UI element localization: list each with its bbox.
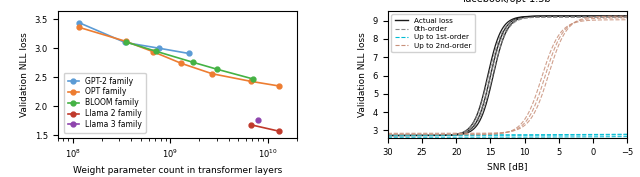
Llama 2 family xyxy=(275,130,282,132)
BLOOM family xyxy=(189,61,196,63)
BLOOM family xyxy=(249,78,257,80)
Line: BLOOM family: BLOOM family xyxy=(124,39,255,81)
X-axis label: SNR [dB]: SNR [dB] xyxy=(487,162,528,171)
GPT-2 family xyxy=(185,52,193,55)
Line: GPT-2 family: GPT-2 family xyxy=(77,20,191,56)
Y-axis label: Validation NLL loss: Validation NLL loss xyxy=(358,32,367,117)
Llama 2 family xyxy=(247,124,255,126)
Legend: Actual loss, 0th-order, Up to 1st-order, Up to 2nd-order: Actual loss, 0th-order, Up to 1st-order,… xyxy=(392,14,475,52)
OPT family xyxy=(177,62,185,64)
Title: facebook/opt-1.3b: facebook/opt-1.3b xyxy=(463,0,552,4)
OPT family xyxy=(247,80,255,82)
X-axis label: Weight parameter count in transformer layers: Weight parameter count in transformer la… xyxy=(72,166,282,175)
Line: Llama 2 family: Llama 2 family xyxy=(248,122,281,133)
Line: OPT family: OPT family xyxy=(77,25,281,88)
OPT family xyxy=(275,85,282,87)
OPT family xyxy=(122,40,129,42)
BLOOM family xyxy=(212,68,220,70)
Legend: GPT-2 family, OPT family, BLOOM family, Llama 2 family, Llama 3 family: GPT-2 family, OPT family, BLOOM family, … xyxy=(64,73,146,133)
GPT-2 family xyxy=(156,47,163,49)
BLOOM family xyxy=(152,50,159,52)
BLOOM family xyxy=(122,41,129,43)
GPT-2 family xyxy=(121,41,129,44)
Y-axis label: Validation NLL loss: Validation NLL loss xyxy=(20,32,29,117)
OPT family xyxy=(76,26,83,28)
GPT-2 family xyxy=(76,22,83,24)
OPT family xyxy=(149,51,157,53)
OPT family xyxy=(209,73,216,75)
